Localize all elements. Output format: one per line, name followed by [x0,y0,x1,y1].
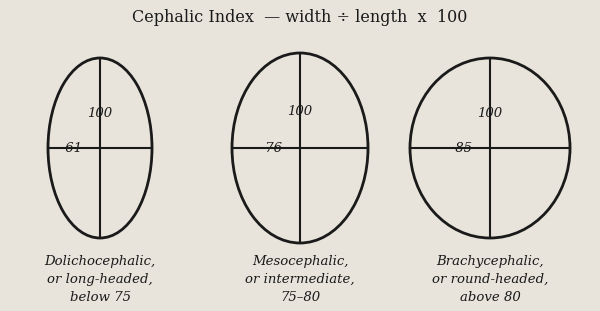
Text: 100: 100 [478,107,503,120]
Text: Brachycephalic,
or round-headed,
above 80: Brachycephalic, or round-headed, above 8… [432,255,548,304]
Text: 100: 100 [88,107,113,120]
Text: Dolichocephalic,
or long-headed,
below 75: Dolichocephalic, or long-headed, below 7… [44,255,155,304]
Text: Mesocephalic,
or intermediate,
75–80: Mesocephalic, or intermediate, 75–80 [245,255,355,304]
Text: —76—: —76— [253,142,296,155]
Text: —85—: —85— [443,142,486,155]
Text: —61—: —61— [53,142,96,155]
Text: 100: 100 [287,105,313,118]
Text: Cephalic Index  — width ÷ length  x  100: Cephalic Index — width ÷ length x 100 [133,10,467,26]
